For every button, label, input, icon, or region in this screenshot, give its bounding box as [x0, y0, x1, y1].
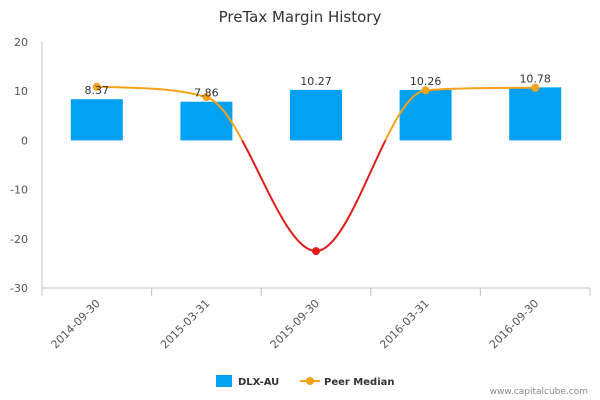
credit-text: www.capitalcube.com [490, 387, 588, 397]
legend-label: Peer Median [324, 377, 395, 388]
peer-median-point [312, 247, 320, 256]
data-label: 10.78 [519, 72, 551, 85]
data-label: 10.26 [410, 75, 442, 88]
data-label: 10.27 [300, 75, 332, 88]
y-tick-label: 20 [14, 36, 28, 49]
legend-swatch-point [306, 377, 314, 385]
legend: DLX-AU Peer Median [216, 375, 395, 388]
x-tick-label: 2015-09-30 [268, 297, 322, 351]
bar [399, 89, 452, 141]
bar [290, 89, 342, 141]
chart-title: PreTax Margin History [219, 8, 382, 26]
peer-median-point [202, 93, 211, 102]
bar [509, 87, 562, 141]
peer-median-point [531, 83, 540, 92]
x-tick-label: 2016-03-31 [377, 297, 431, 351]
x-tick-label: 2015-03-31 [158, 297, 212, 351]
data-label: 7.86 [194, 87, 219, 100]
line-series [92, 82, 540, 256]
peer-median-line [96, 85, 536, 141]
data-labels: 8.37 7.86 10.27 10.26 10.78 [85, 72, 551, 99]
y-tick-label: -10 [10, 184, 28, 197]
y-tick-label: 10 [14, 85, 28, 98]
peer-median-point [92, 82, 101, 91]
bar-series [70, 87, 562, 141]
x-tick-label: 2014-09-30 [49, 297, 103, 351]
bar [180, 101, 233, 141]
y-tick-label: 0 [21, 134, 28, 147]
y-tick-label: -30 [10, 282, 28, 295]
legend-label: DLX-AU [238, 377, 279, 388]
x-tick-label: 2016-09-30 [487, 297, 541, 351]
legend-swatch-bar [216, 375, 232, 387]
peer-median-point [421, 86, 430, 95]
bar [70, 99, 123, 141]
y-tick-label: -20 [10, 233, 28, 246]
data-label: 8.37 [85, 84, 110, 97]
